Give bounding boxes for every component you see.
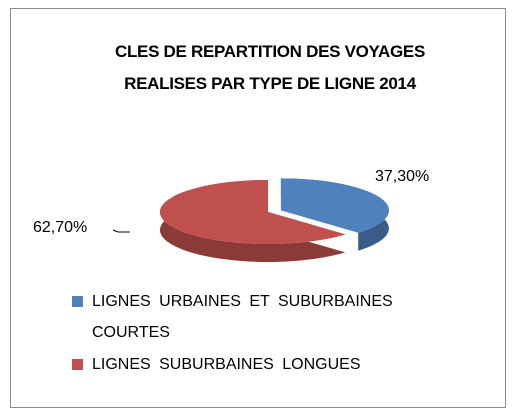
pie-slice xyxy=(160,180,346,244)
legend-swatch xyxy=(72,296,83,307)
legend-label: LIGNES SUBURBAINES LONGUES xyxy=(92,356,361,373)
chart-title: CLES DE REPARTITION DES VOYAGES REALISES… xyxy=(115,42,425,93)
pie-slice xyxy=(280,178,389,233)
data-label: 37,30% xyxy=(375,168,429,185)
legend-swatch xyxy=(72,359,83,370)
leader-line xyxy=(112,229,130,233)
legend-label: LIGNES URBAINES ET SUBURBAINES COURTES xyxy=(92,293,393,341)
data-label: 62,70% xyxy=(33,219,87,236)
